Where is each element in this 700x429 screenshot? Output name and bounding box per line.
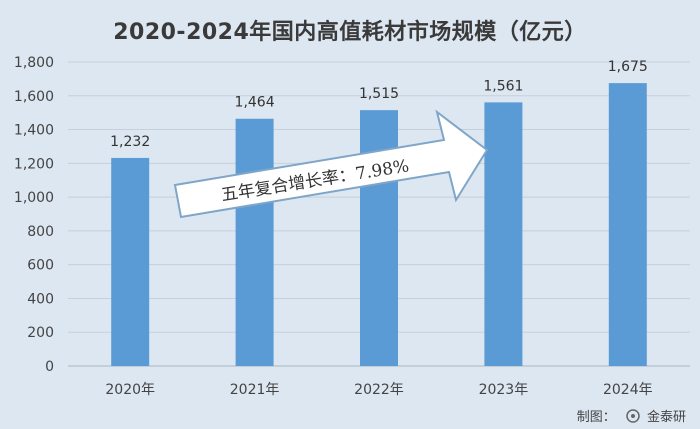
chart-credit: 制图： 金泰研	[577, 406, 686, 426]
x-tick-label: 2024年	[603, 382, 653, 398]
y-tick-label: 200	[27, 325, 54, 341]
bar	[235, 118, 274, 366]
y-tick-label: 0	[45, 359, 54, 375]
brand-logo-icon	[626, 409, 640, 423]
data-label: 1,464	[235, 95, 275, 111]
x-tick-label: 2022年	[354, 382, 404, 398]
data-label: 1,675	[608, 59, 648, 75]
value-labels: 1,232 1,464 1,515 1,561 1,675	[110, 59, 648, 150]
x-tick-label: 2021年	[230, 382, 280, 398]
credit-label: 制图：	[576, 409, 616, 425]
x-tick-label: 2023年	[479, 382, 529, 398]
data-label: 1,515	[359, 86, 399, 102]
x-tick-label: 2020年	[105, 382, 155, 398]
y-tick-label: 1,600	[14, 89, 54, 105]
y-tick-label: 600	[27, 258, 54, 274]
y-tick-label: 1,200	[14, 156, 54, 172]
growth-arrow	[173, 109, 489, 219]
chart-title: 2020-2024年国内高值耗材市场规模（亿元）	[113, 20, 587, 45]
bars	[111, 83, 647, 366]
bar	[608, 83, 647, 366]
y-tick-label: 1,400	[14, 123, 54, 139]
data-label: 1,561	[483, 78, 523, 94]
x-axis: 2020年 2021年 2022年 2023年 2024年	[105, 382, 652, 398]
y-tick-label: 1,800	[14, 55, 54, 71]
y-tick-label: 400	[27, 291, 54, 307]
bar	[111, 157, 150, 366]
growth-arrow-annotation: 五年复合增长率：7.98%	[173, 109, 489, 219]
bar	[484, 102, 523, 366]
y-tick-label: 800	[27, 224, 54, 240]
y-axis: 0 200 400 600 800 1,000 1,200 1,400 1,600 1,800	[14, 55, 54, 375]
credit-brand: 金泰研	[646, 409, 686, 425]
data-label: 1,232	[110, 134, 150, 150]
y-tick-label: 1,000	[14, 190, 54, 206]
